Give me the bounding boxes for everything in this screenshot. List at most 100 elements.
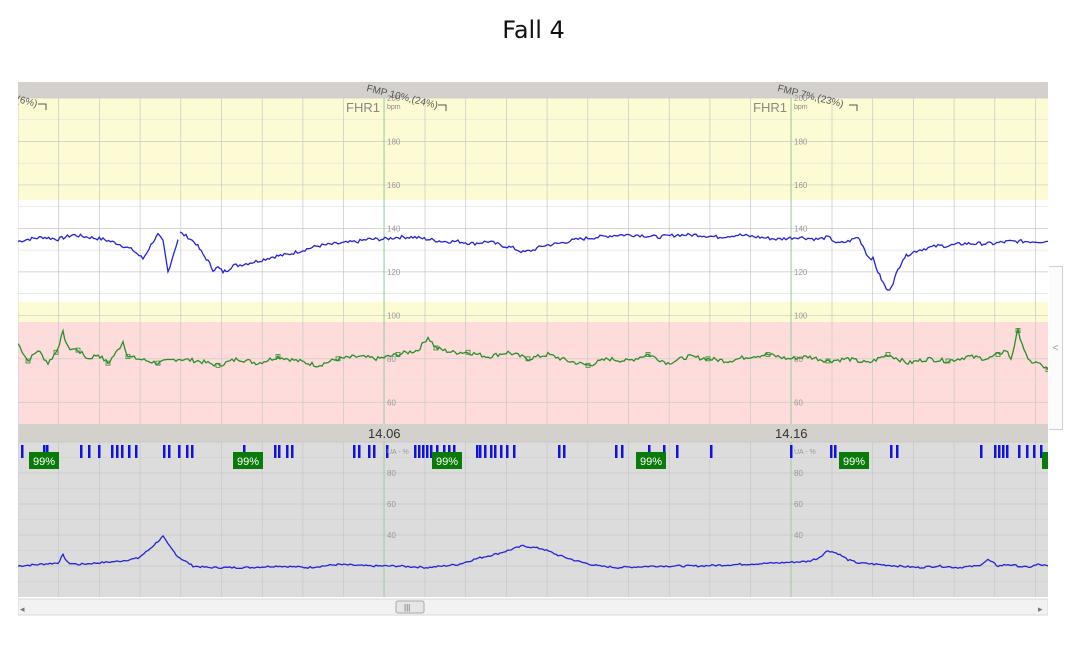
event-mark [135,445,138,458]
fhr-tick-label: 180 [794,137,808,146]
event-mark [121,445,124,458]
fhr-tick-label: 100 [794,311,808,320]
maternal-marker [433,345,439,351]
ua-tick-label: 40 [387,531,396,540]
event-mark [834,445,837,458]
event-mark [615,445,618,458]
fhr-tick-label: 60 [387,398,396,407]
event-mark [278,445,281,458]
horizontal-scrollbar[interactable]: ◂ ▸ ||| [17,598,1049,616]
event-mark [21,445,24,458]
ua-trace [17,534,1049,570]
fhr-tick-label: 160 [794,181,808,190]
fhr-tick-label: 160 [387,181,401,190]
scroll-left-arrow[interactable]: ◂ [20,604,25,614]
fmp-bracket [438,104,447,111]
fhr-unit-label: bpm [387,104,401,111]
event-mark [422,445,425,458]
event-mark [111,445,114,458]
maternal-marker [53,349,59,355]
maternal-marker [585,362,591,368]
quality-badge [29,452,59,469]
quality-badge [233,452,263,469]
event-mark [46,445,49,458]
fhr-tick-label: 200 [387,94,401,103]
maternal-markers [25,328,1051,373]
event-mark [436,445,439,458]
event-mark [710,445,713,458]
event-mark [116,445,119,458]
scroll-right-arrow[interactable]: ▸ [1038,604,1043,614]
side-collapse-tab[interactable]: < [1049,266,1063,430]
event-mark [513,445,516,458]
maternal-marker [705,356,711,362]
event-mark [1040,445,1043,458]
fhr-channel-labels: FHR1 bpm FHR1 bpm [346,100,808,115]
event-mark [1006,445,1009,458]
ua-channel-label: UA - % [387,449,409,456]
event-mark [353,445,356,458]
maternal-marker [1015,328,1021,333]
event-mark [490,445,493,458]
ctg-chart: 200 180 160 140 120 100 80 60 200 180 160 140 120 100… [15,82,1051,616]
time-label: 14.16 [775,426,808,441]
event-mark [418,445,421,458]
maternal-marker [215,362,221,368]
upper-zone [18,98,1048,200]
fhr-tick-label: 140 [387,224,401,233]
fhr-tick-label: 80 [794,355,803,364]
event-mark [890,445,893,458]
slide-title: Fall 4 [502,16,565,44]
ua-tick-label: 80 [794,469,803,478]
event-mark [43,445,46,458]
scroll-thumb[interactable] [395,600,425,614]
event-mark [414,445,417,458]
event-mark [386,445,389,458]
ua-tick-label: 80 [387,469,396,478]
event-mark [1018,445,1021,458]
event-mark [648,445,651,458]
fhr-tick-label: 180 [387,137,401,146]
event-mark [994,445,997,458]
event-mark [1002,445,1005,458]
maternal-marker [275,354,281,360]
ctg-monitor: 200 180 160 140 120 100 80 60 200 180 160 140 120 100… [15,82,1051,617]
maternal-trace [17,328,1049,371]
quality-badge [432,452,462,469]
event-mark [484,445,487,458]
quality-badge-partial [1042,452,1048,469]
event-mark [373,445,376,458]
fmp-bracket [849,104,858,111]
ua-scale: 80 60 40 80 60 40 [387,469,803,540]
quality-badge [839,452,869,469]
fhr-tick-label: 60 [794,398,803,407]
event-mark [291,445,294,458]
maternal-marker [155,360,161,366]
quality-badges: 99% 99% 99% 99% 99% [29,452,1048,469]
time-axis: 14.06 14.16 [368,426,808,441]
event-mark [80,445,83,458]
lower-transition-zone [18,302,1048,322]
event-mark [368,445,371,458]
fhr-tick-label: 200 [794,94,808,103]
event-mark [476,445,479,458]
quality-badge-label: 99% [33,456,55,468]
chevron-left-icon: < [1052,342,1059,354]
fmp-bracket [38,103,47,110]
maternal-marker [765,352,771,357]
event-mark [563,445,566,458]
event-mark [896,445,899,458]
maternal-marker [645,352,651,357]
time-strip [18,424,1048,442]
normal-zone [18,200,1048,302]
event-mark [1026,445,1029,458]
maternal-marker [825,358,831,364]
event-mark [479,445,482,458]
fhr-tick-label: 100 [387,311,401,320]
event-mark [274,445,277,458]
ua-grid [17,441,1048,597]
maternal-marker [335,356,341,362]
event-mark [663,445,666,458]
event-mark [88,445,91,458]
event-mark [453,445,456,458]
